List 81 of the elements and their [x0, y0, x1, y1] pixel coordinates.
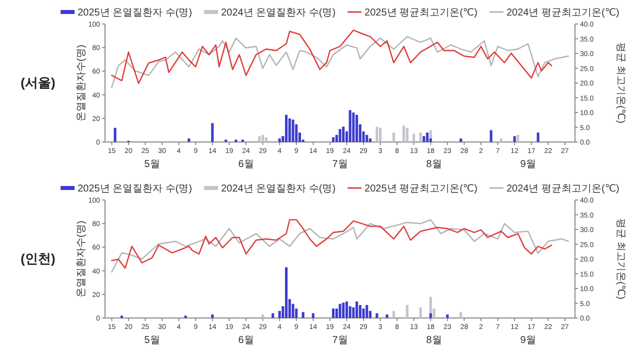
bar: [342, 126, 345, 142]
bar: [332, 137, 335, 142]
text: 5월: [144, 159, 160, 170]
text: 9월: [520, 159, 536, 170]
bar: [490, 130, 492, 142]
bar: [402, 125, 406, 142]
bar: [419, 307, 422, 318]
bar: [426, 132, 429, 142]
legend-label: 2024년 평균최고기온(℃): [506, 184, 620, 194]
bar: [211, 314, 214, 318]
bar: [356, 114, 358, 142]
text: (서울): [20, 75, 56, 90]
bar: [338, 129, 342, 142]
bar: [285, 267, 288, 318]
text: (인천): [20, 251, 56, 266]
bar: [429, 313, 432, 318]
bar: [500, 138, 502, 142]
bar: [278, 138, 281, 142]
text: 5월: [144, 335, 160, 346]
legend-label: 2024년 평균최고기온(℃): [506, 8, 620, 18]
bar: [419, 132, 422, 142]
text: 7월: [332, 335, 348, 346]
bar: [368, 138, 372, 142]
bar: [412, 134, 416, 142]
text: 7월: [332, 159, 348, 170]
line-series: [111, 30, 552, 84]
bar: [406, 128, 408, 142]
bar: [392, 132, 395, 142]
bar: [358, 305, 362, 318]
bar: [376, 313, 378, 318]
legend-label: 2024년 온열질환자 수(명): [221, 8, 336, 18]
bar: [446, 314, 449, 318]
y-axis-title: 온열질환자수(명): [76, 220, 87, 298]
bar: [188, 138, 190, 142]
bar: [262, 134, 264, 142]
legend-label: 2025년 온열질환자 수(명): [78, 184, 192, 194]
bar: [379, 128, 382, 142]
bar: [114, 128, 116, 142]
bar: [460, 312, 462, 318]
y-axis-title: 온열질환자수(명): [76, 44, 87, 122]
bar: [366, 305, 368, 318]
bar: [332, 308, 335, 318]
bar: [386, 314, 388, 318]
bar: [406, 305, 408, 318]
text: 8월: [426, 159, 442, 170]
bar: [345, 301, 348, 318]
text: 8월: [426, 335, 442, 346]
bar: [362, 308, 365, 318]
legend-label: 2024년 온열질환자 수(명): [221, 184, 336, 194]
text: 6월: [238, 159, 254, 170]
bar: [352, 112, 355, 142]
bar: [356, 301, 358, 318]
bar: [292, 120, 294, 142]
bar: [285, 114, 288, 142]
bar: [312, 313, 314, 318]
bar: [460, 138, 462, 142]
legend-label: 2025년 평균최고기온(℃): [364, 8, 478, 18]
bar: [211, 123, 214, 142]
bar: [288, 118, 291, 142]
bar: [366, 134, 368, 142]
bar: [348, 110, 352, 142]
legend-label: 2025년 온열질환자 수(명): [78, 8, 192, 18]
text: 6월: [238, 335, 254, 346]
bar: [272, 313, 274, 318]
bar: [262, 314, 264, 318]
bar: [513, 136, 516, 142]
line-series: [111, 36, 569, 88]
bar: [302, 312, 304, 318]
y2-axis-title: 평균 최고기온(℃): [615, 218, 626, 300]
bar: [422, 136, 426, 142]
bar: [392, 310, 395, 318]
legend-label: 2025년 평균최고기온(℃): [364, 184, 478, 194]
bar: [342, 302, 345, 318]
bar: [516, 134, 520, 142]
bar: [264, 137, 268, 142]
text: 9월: [520, 335, 536, 346]
bar: [376, 126, 378, 142]
bar: [536, 132, 540, 142]
y2-axis-title: 평균 최고기온(℃): [615, 42, 626, 124]
bar: [338, 304, 342, 318]
bar: [258, 136, 261, 142]
